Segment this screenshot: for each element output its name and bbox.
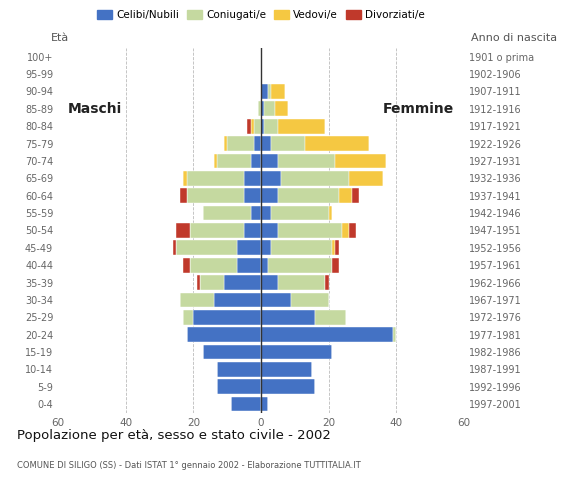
Bar	[176, 223, 190, 238]
Bar	[251, 154, 261, 168]
Text: Maschi: Maschi	[68, 102, 122, 116]
Bar	[332, 258, 339, 273]
Bar	[176, 240, 237, 255]
Bar	[281, 171, 349, 186]
Bar	[261, 379, 315, 394]
Bar	[271, 205, 329, 220]
Bar	[261, 171, 281, 186]
Bar	[244, 188, 261, 203]
Bar	[261, 223, 278, 238]
Bar	[305, 136, 369, 151]
Bar	[264, 119, 278, 133]
Bar	[329, 205, 332, 220]
Bar	[227, 136, 254, 151]
Bar	[271, 84, 285, 99]
Text: Età: Età	[51, 33, 70, 43]
Bar	[190, 258, 237, 273]
Bar	[237, 258, 261, 273]
Bar	[315, 310, 346, 324]
Bar	[278, 223, 342, 238]
Text: COMUNE DI SILIGO (SS) - Dati ISTAT 1° gennaio 2002 - Elaborazione TUTTITALIA.IT: COMUNE DI SILIGO (SS) - Dati ISTAT 1° ge…	[17, 461, 361, 470]
Bar	[261, 188, 278, 203]
Bar	[268, 84, 271, 99]
Bar	[261, 119, 264, 133]
Bar	[254, 136, 261, 151]
Bar	[180, 188, 187, 203]
Bar	[183, 171, 187, 186]
Bar	[187, 327, 261, 342]
Bar	[342, 223, 349, 238]
Bar	[261, 275, 278, 290]
Bar	[261, 84, 268, 99]
Bar	[261, 362, 312, 377]
Bar	[271, 240, 332, 255]
Bar	[271, 136, 305, 151]
Bar	[393, 327, 396, 342]
Bar	[261, 154, 278, 168]
Bar	[261, 205, 271, 220]
Bar	[251, 119, 254, 133]
Bar	[183, 258, 190, 273]
Bar	[261, 397, 268, 411]
Bar	[200, 275, 224, 290]
Bar	[261, 310, 315, 324]
Bar	[274, 101, 288, 116]
Bar	[268, 258, 332, 273]
Bar	[254, 119, 261, 133]
Bar	[264, 101, 274, 116]
Bar	[339, 188, 353, 203]
Bar	[258, 101, 261, 116]
Text: Femmine: Femmine	[383, 102, 454, 116]
Bar	[224, 275, 261, 290]
Bar	[244, 223, 261, 238]
Bar	[244, 171, 261, 186]
Bar	[204, 345, 261, 360]
Bar	[261, 101, 264, 116]
Bar	[237, 240, 261, 255]
Bar	[180, 292, 213, 307]
Bar	[278, 154, 335, 168]
Bar	[217, 154, 251, 168]
Bar	[248, 119, 251, 133]
Bar	[261, 292, 291, 307]
Bar	[251, 205, 261, 220]
Bar	[261, 345, 332, 360]
Bar	[231, 397, 261, 411]
Bar	[261, 136, 271, 151]
Bar	[173, 240, 176, 255]
Bar	[197, 275, 200, 290]
Bar	[332, 240, 335, 255]
Bar	[193, 310, 261, 324]
Bar	[213, 154, 217, 168]
Bar	[278, 275, 325, 290]
Bar	[261, 327, 393, 342]
Bar	[349, 171, 383, 186]
Bar	[278, 188, 339, 203]
Text: Popolazione per età, sesso e stato civile - 2002: Popolazione per età, sesso e stato civil…	[17, 429, 331, 442]
Bar	[204, 205, 251, 220]
Bar	[183, 310, 193, 324]
Bar	[335, 154, 386, 168]
Bar	[187, 188, 244, 203]
Bar	[213, 292, 261, 307]
Bar	[217, 362, 261, 377]
Bar	[261, 240, 271, 255]
Text: Anno di nascita: Anno di nascita	[471, 33, 557, 43]
Bar	[349, 223, 356, 238]
Bar	[187, 171, 244, 186]
Bar	[291, 292, 329, 307]
Bar	[278, 119, 325, 133]
Bar	[261, 258, 268, 273]
Bar	[335, 240, 339, 255]
Legend: Celibi/Nubili, Coniugati/e, Vedovi/e, Divorziati/e: Celibi/Nubili, Coniugati/e, Vedovi/e, Di…	[93, 6, 429, 24]
Bar	[325, 275, 329, 290]
Bar	[190, 223, 244, 238]
Bar	[353, 188, 359, 203]
Bar	[217, 379, 261, 394]
Bar	[224, 136, 227, 151]
